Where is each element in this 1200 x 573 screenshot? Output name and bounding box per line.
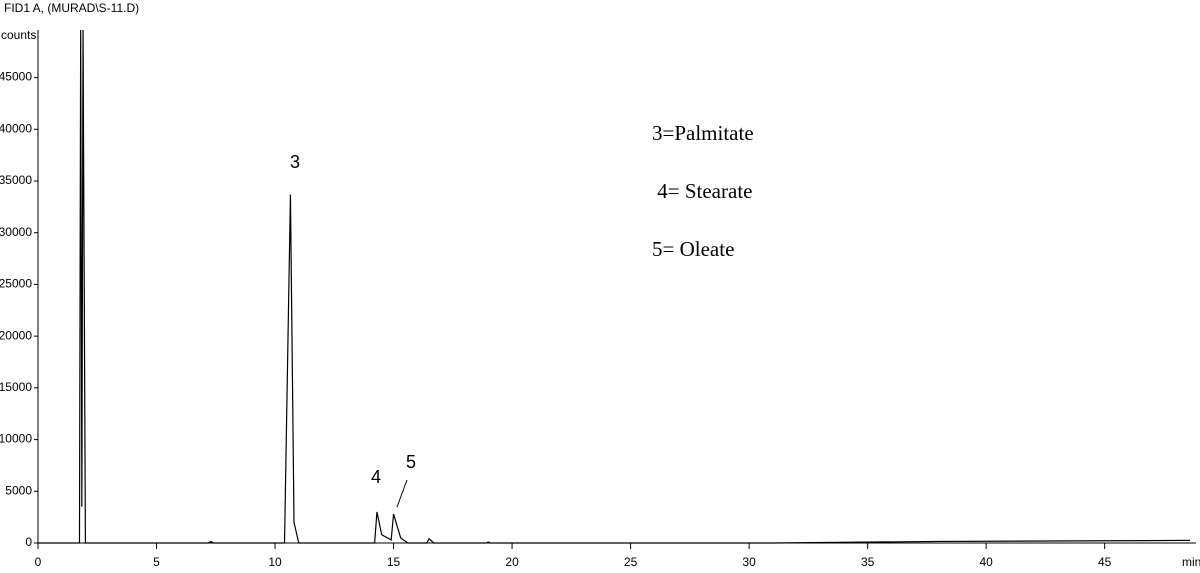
x-axis-label: min	[1182, 555, 1200, 569]
y-tick-label: 5000	[5, 483, 32, 497]
y-tick-label: 45000	[0, 70, 32, 84]
leader-line	[396, 479, 408, 508]
legend-text: 4= Stearate	[652, 179, 752, 203]
x-tick-label: 30	[742, 555, 756, 569]
x-tick-label: 40	[979, 555, 993, 569]
y-tick-label: 30000	[0, 225, 32, 239]
chart-title: FID1 A, (MURAD\S-11.D)	[4, 1, 139, 15]
y-axis-label: counts	[1, 28, 36, 42]
y-tick-label: 20000	[0, 328, 32, 342]
x-tick-label: 10	[268, 555, 282, 569]
peak-label: 3	[290, 152, 300, 172]
x-tick-label: 15	[387, 555, 401, 569]
trace	[38, 29, 1191, 544]
x-tick-label: 20	[505, 555, 519, 569]
legend-text: 5= Oleate	[652, 237, 734, 261]
peak-label: 5	[406, 452, 416, 472]
x-tick-label: 5	[153, 555, 160, 569]
x-tick-label: 35	[861, 555, 875, 569]
x-tick-label: 45	[1098, 555, 1112, 569]
y-tick-label: 40000	[0, 121, 32, 135]
y-tick-label: 10000	[0, 432, 32, 446]
x-tick-label: 25	[624, 555, 638, 569]
legend-text: 3=Palmitate	[652, 121, 754, 145]
y-tick-label: 25000	[0, 277, 32, 291]
y-tick-label: 15000	[0, 380, 32, 394]
peak-label: 4	[371, 467, 381, 487]
y-tick-label: 0	[25, 535, 32, 549]
x-tick-label: 0	[35, 555, 42, 569]
y-tick-label: 35000	[0, 173, 32, 187]
